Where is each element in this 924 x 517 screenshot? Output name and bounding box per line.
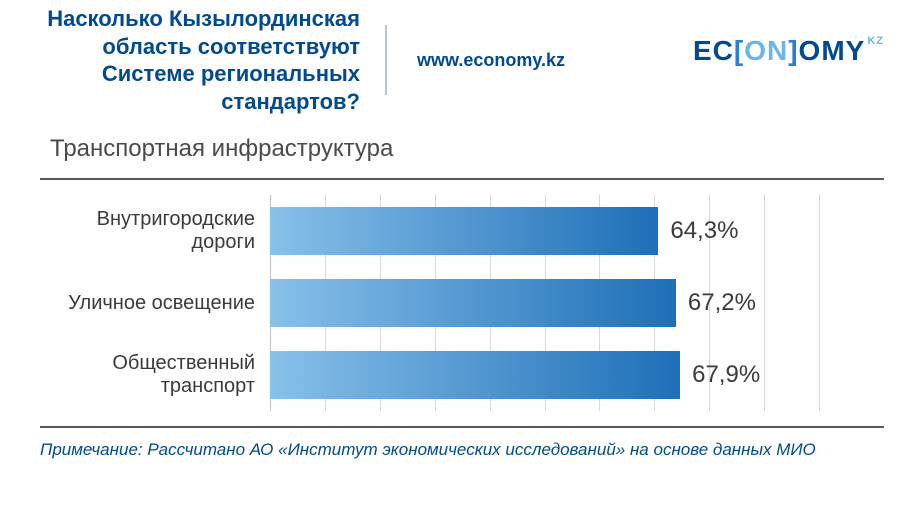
logo-bracket-open: [	[734, 35, 744, 66]
chart-row: Внутригородские дороги 64,3%	[40, 195, 884, 267]
page-title: Насколько Кызылординская область соответ…	[40, 5, 380, 115]
bar-label: Общественный транспорт	[40, 352, 270, 398]
logo-suffix: KZ	[867, 35, 884, 47]
logo-pre: EC	[693, 35, 734, 66]
bar-track: 67,9%	[270, 351, 874, 399]
chart-row: Уличное освещение 67,2%	[40, 267, 884, 339]
bar-fill	[270, 207, 658, 255]
bar-value: 67,2%	[688, 289, 756, 317]
bar-value: 67,9%	[692, 361, 760, 389]
header-divider	[385, 25, 387, 95]
logo-post: OMY	[799, 35, 866, 66]
chart-row: Общественный транспорт 67,9%	[40, 339, 884, 411]
bar-fill	[270, 279, 676, 327]
bar-fill	[270, 351, 680, 399]
bar-track: 64,3%	[270, 207, 874, 255]
logo-bracket-close: ]	[788, 35, 798, 66]
footnote: Примечание: Рассчитано АО «Институт экон…	[0, 428, 924, 460]
bar-chart: Внутригородские дороги 64,3% Уличное освещ…	[40, 178, 884, 428]
bar-label: Уличное освещение	[40, 292, 270, 315]
header: Насколько Кызылординская область соответ…	[0, 0, 924, 100]
bar-track: 67,2%	[270, 279, 874, 327]
bar-label: Внутригородские дороги	[40, 208, 270, 254]
brand-logo: EC[ON]OMYKZ	[693, 35, 884, 67]
bar-value: 64,3%	[670, 217, 738, 245]
logo-mid: ON	[744, 35, 788, 66]
